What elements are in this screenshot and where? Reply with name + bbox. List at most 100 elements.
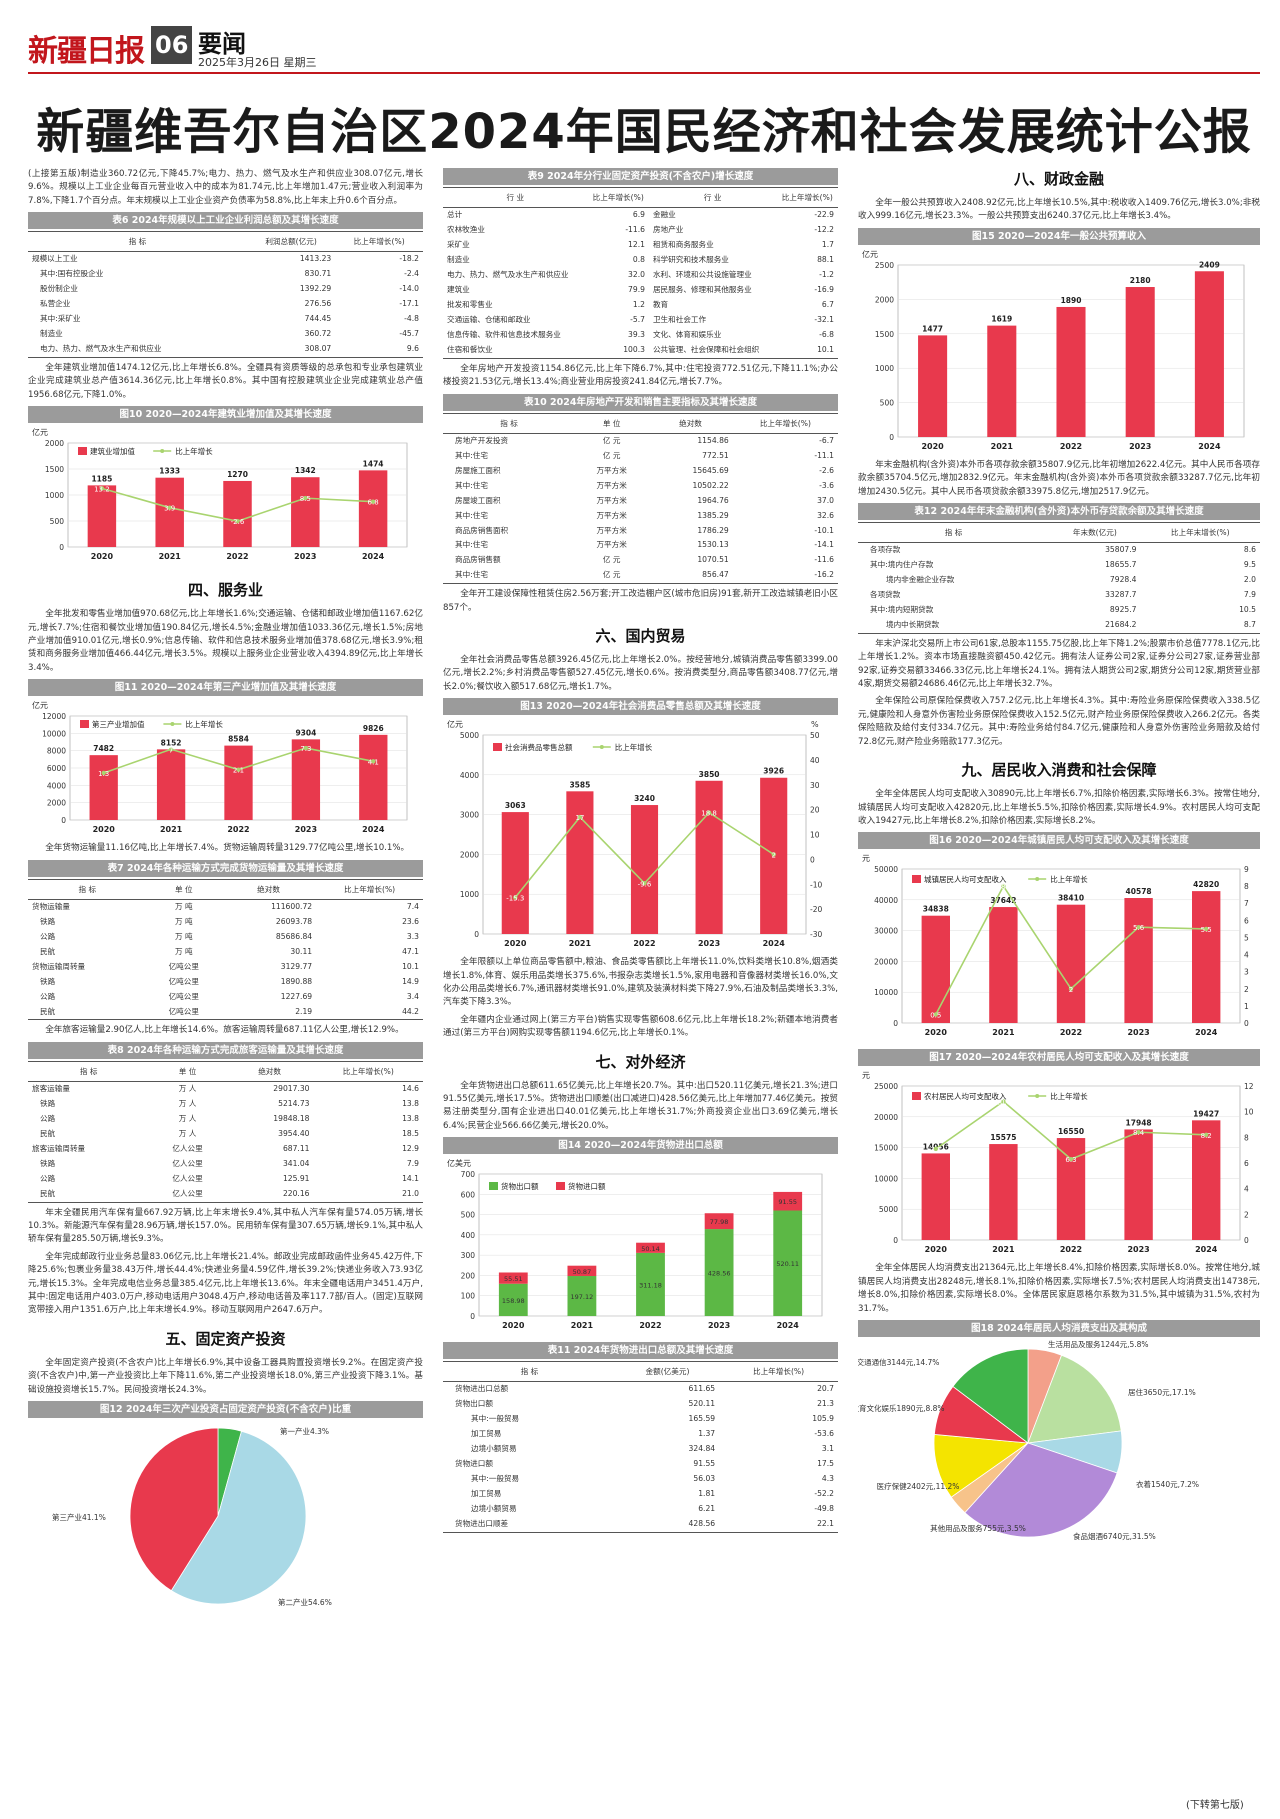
- table-cell: -52.2: [814, 1489, 834, 1499]
- data-label: 2409: [1199, 260, 1220, 269]
- paragraph: 全年完成邮政行业业务总量83.06亿元,比上年增长21.4%。邮政业完成邮政函件…: [28, 1251, 423, 1316]
- figure-title: 图18 2024年居民人均消费支出及其构成: [858, 1319, 1260, 1337]
- y2-tick-label: 1: [1244, 1002, 1249, 1011]
- legend-label: 比上年增长: [1050, 874, 1088, 884]
- x-tick-label: 2020: [921, 442, 944, 451]
- table-cell: 其中:国有控股企业: [40, 269, 104, 279]
- y2-tick-label: 50: [810, 731, 820, 740]
- y-tick-label: 500: [461, 1211, 476, 1220]
- legend-label: 比上年增长: [615, 742, 653, 752]
- table-cell: 276.56: [304, 299, 332, 309]
- y2-tick-label: 6: [1244, 1159, 1249, 1168]
- table-cell: 农林牧渔业: [447, 225, 485, 235]
- table-cell: 13.8: [402, 1113, 419, 1123]
- paragraph: 全年货物进出口总额611.65亿美元,比上年增长20.7%。其中:出口520.1…: [443, 1080, 838, 1131]
- table-cell: 民航: [40, 946, 56, 956]
- paragraph: 全年货物运输量11.16亿吨,比上年增长7.4%。货物运输周转量3129.77亿…: [45, 843, 410, 854]
- table-cell: 14.9: [402, 976, 419, 986]
- table-cell: -45.7: [399, 329, 419, 339]
- x-tick-label: 2022: [1060, 442, 1082, 451]
- y2-tick-label: 9: [1244, 865, 1249, 874]
- line-data-label: 8.5: [300, 495, 311, 503]
- table-cell: 26093.78: [275, 916, 313, 926]
- table-cell: 其中:境内住户存款: [870, 560, 934, 570]
- table-cell: 14.1: [402, 1173, 419, 1183]
- line-point: [235, 519, 240, 524]
- line-data-label: 18.8: [701, 810, 717, 818]
- line-point: [1001, 884, 1006, 889]
- axis-unit: 元: [862, 1071, 870, 1080]
- table-cell: 旅客运输周转量: [32, 1143, 86, 1153]
- table-cell: 边境小额贸易: [471, 1504, 517, 1514]
- y-tick-label: 1500: [45, 465, 64, 474]
- data-label: 40578: [1126, 887, 1152, 896]
- legend-label: 货物出口额: [501, 1181, 539, 1191]
- table-cell: 民航: [40, 1128, 56, 1138]
- section-heading: 八、财政金融: [1013, 170, 1104, 188]
- table-row: 加工贸易 1.81 -52.2: [443, 1487, 838, 1502]
- y-tick-label: 100: [461, 1292, 476, 1301]
- table-cell: 房屋竣工面积: [455, 495, 501, 505]
- table-cell: 14.6: [402, 1084, 419, 1093]
- line-point: [167, 505, 172, 511]
- table-row: 公路 亿人公里 125.91 14.1: [28, 1172, 423, 1187]
- bar: [291, 739, 321, 821]
- table-9: 行 业比上年增长(%) 行 业比上年增长(%) 总计 6.9 金融业 -22.9 农林牧渔业…: [443, 187, 838, 359]
- table-cell: 13.8: [402, 1098, 419, 1108]
- figure-title: 图12 2024年三次产业投资占固定资产投资(不含农户)比重: [28, 1401, 423, 1419]
- table-title: 表12 2024年年末金融机构(含外资)本外币存贷款余额及其增长速度: [858, 503, 1260, 521]
- table-cell: 铁路: [40, 1158, 56, 1168]
- data-label: 8584: [228, 735, 249, 744]
- table-cell: -16.9: [814, 285, 834, 295]
- line-point: [1204, 927, 1209, 932]
- table-cell: 其中:住宅: [455, 540, 488, 550]
- table-cell: 20.7: [817, 1384, 834, 1394]
- paragraph: 全年建筑业增加值1474.12亿元,比上年增长6.8%。全疆具有资质等级的总承包…: [28, 363, 423, 400]
- table-cell: 境内非金融企业存款: [886, 575, 955, 585]
- pie-slice: [170, 1430, 307, 1605]
- y-tick-label: 2000: [875, 295, 894, 304]
- x-tick-label: 2020: [91, 552, 114, 561]
- column-header: 绝对数: [220, 878, 317, 900]
- table-cell: 交通运输、仓储和邮政业: [447, 314, 531, 324]
- y-tick-label: 1000: [460, 890, 479, 899]
- table-row: 加工贸易 1.37 -53.6: [443, 1427, 838, 1442]
- table-cell: 铁路: [40, 916, 56, 926]
- table-cell: 万 吨: [174, 946, 193, 956]
- table-cell: -2.4: [404, 269, 419, 279]
- bar: [704, 1229, 734, 1317]
- table-cell: 7.4: [406, 901, 419, 911]
- y-tick-label: 0: [59, 543, 64, 552]
- y2-tick-label: -20: [810, 905, 822, 914]
- table-cell: 公路: [40, 931, 56, 941]
- table-cell: -14.1: [814, 540, 834, 550]
- table-cell: 亿 元: [602, 450, 621, 460]
- line-point: [236, 767, 241, 773]
- line-data-label: 4.1: [368, 759, 379, 767]
- pie-label: 居住3650元,17.1%: [1128, 1387, 1196, 1397]
- axis-unit: 元: [862, 854, 870, 863]
- table-cell: -14.0: [399, 284, 419, 294]
- table-cell: 1154.86: [697, 435, 729, 445]
- column-header: 指 标: [443, 412, 576, 434]
- x-tick-label: 2023: [294, 552, 316, 561]
- figure-10-chart: 亿元 0 500 1000 1500 2000 2020 2021 2022 2023 2024 11…: [32, 427, 408, 561]
- pie-label: 衣着1540元,7.2%: [1136, 1479, 1199, 1489]
- data-label: 37642: [990, 896, 1016, 905]
- data-label: 55.51: [504, 1275, 523, 1283]
- y2-tick-label: 2: [1244, 985, 1249, 994]
- table-cell: 亿吨公里: [168, 991, 199, 1001]
- y-tick-label: 500: [880, 398, 895, 407]
- table-row: 制造业 0.8 科学研究和技术服务业 88.1: [443, 253, 838, 268]
- bar: [989, 907, 1018, 1024]
- table-cell: 边境小额贸易: [471, 1444, 517, 1454]
- bar: [498, 1272, 528, 1285]
- issue-date: 2025年3月26日 星期三: [198, 56, 317, 69]
- y2-tick-label: 12: [1244, 1082, 1254, 1091]
- table-row: 铁路 亿人公里 341.04 7.9: [28, 1157, 423, 1172]
- paragraph: 全年旅客运输量2.90亿人,比上年增长14.6%。旅客运输周转量687.11亿人…: [45, 1025, 404, 1036]
- table-row: 其中:国有控股企业 830.71 -2.4: [28, 267, 423, 282]
- pie-label: 第一产业4.3%: [280, 1426, 329, 1436]
- table-cell: 其中:一般贸易: [471, 1474, 520, 1484]
